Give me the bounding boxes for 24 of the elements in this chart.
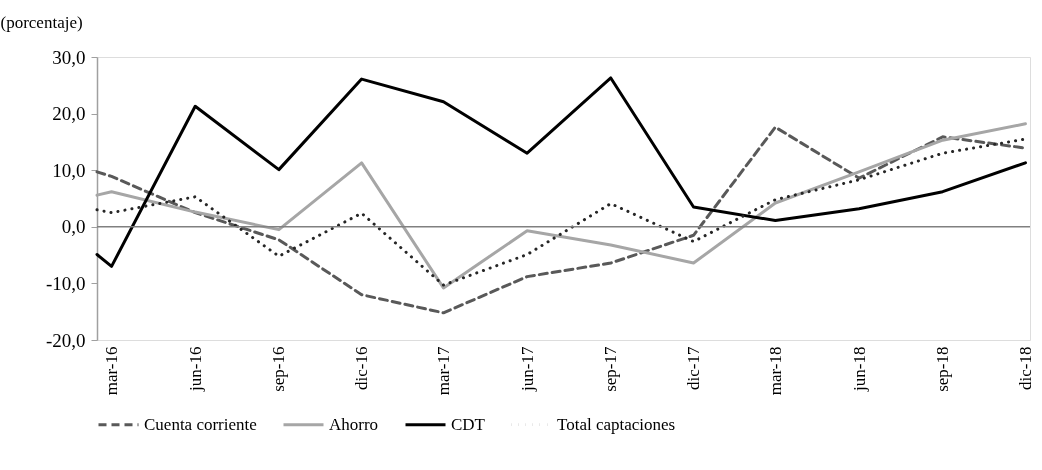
legend-label: Ahorro	[329, 414, 379, 434]
x-tick-label: dic-16	[352, 346, 372, 390]
x-tick-label: sep-16	[269, 346, 289, 392]
x-tick-label: mar-17	[433, 346, 453, 396]
legend-label: Total captaciones	[557, 414, 676, 434]
y-tick-label: -10,0	[45, 272, 86, 294]
x-tick-label: jun-16	[185, 346, 205, 392]
y-tick-label: 20,0	[52, 103, 86, 125]
x-tick-label: mar-16	[102, 346, 122, 396]
y-tick-label: 0,0	[61, 216, 86, 238]
x-tick-label: mar-18	[765, 346, 785, 396]
legend-label: Cuenta corriente	[144, 414, 257, 434]
y-tick-label: 30,0	[52, 46, 86, 68]
y-axis-title: (porcentaje)	[0, 12, 83, 32]
legend-label: CDT	[451, 414, 486, 434]
x-tick-label: sep-18	[933, 346, 953, 392]
y-tick-label: 10,0	[52, 159, 86, 181]
x-tick-label: jun-18	[849, 346, 869, 392]
x-tick-label: dic-17	[684, 346, 704, 390]
x-tick-label: dic-18	[1015, 346, 1035, 390]
x-tick-label: sep-17	[601, 346, 621, 392]
line-series	[95, 76, 1027, 268]
y-tick-label: -20,0	[45, 329, 86, 351]
x-tick-label: jun-17	[517, 346, 537, 392]
